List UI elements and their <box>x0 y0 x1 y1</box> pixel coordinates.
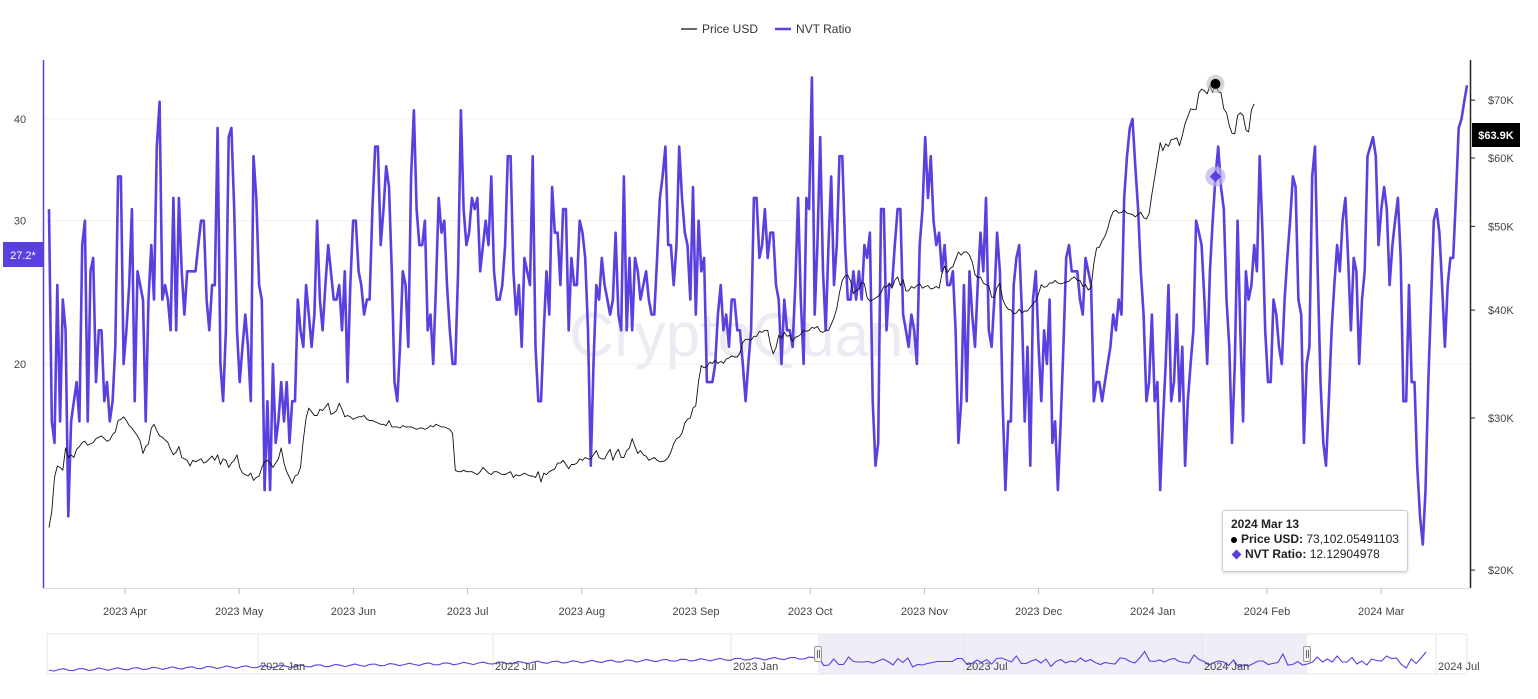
right-axis-current-marker-bg <box>1472 123 1520 147</box>
x-tick-label: 2023 Oct <box>788 606 833 618</box>
navigator-left-handle[interactable] <box>814 646 822 662</box>
tooltip-nvt-row: NVT Ratio: 12.12904978 <box>1231 547 1399 562</box>
left-tick-label: 40 <box>14 114 26 126</box>
nvt-highlight-point[interactable] <box>1209 170 1222 183</box>
left-axis-current-marker: 27.2* <box>10 250 36 262</box>
nvt-ratio-line <box>47 76 1469 546</box>
tooltip-date: 2024 Mar 13 <box>1231 517 1300 531</box>
x-tick-label: 2023 May <box>215 606 264 618</box>
x-tick-label: 2023 Apr <box>103 606 147 618</box>
x-axis-ticks: 2023 Apr 2023 May 2023 Jun 2023 Jul 2023 Aug… <box>103 588 1405 618</box>
legend-nvt-label[interactable]: NVT Ratio <box>796 22 851 36</box>
navigator-labels: 2022 Jan 2022 Jul 2023 Jan 2023 Jul 2024 Jan… <box>260 661 1480 673</box>
x-tick-label: 2024 Jan <box>1130 606 1175 618</box>
tooltip-nvt-label: NVT Ratio <box>1245 547 1303 561</box>
nvt-diamond-icon <box>1231 549 1242 560</box>
price-dot-icon <box>1231 536 1237 543</box>
right-tick-label: $30K <box>1488 413 1514 425</box>
right-tick-label: $50K <box>1488 221 1514 233</box>
navigator-label: 2022 Jan <box>260 661 305 673</box>
left-tick-label: 30 <box>14 216 26 228</box>
x-tick-label: 2024 Feb <box>1244 606 1290 618</box>
left-axis-current-marker-bg <box>3 242 43 267</box>
x-tick-label: 2023 Jun <box>331 606 376 618</box>
tooltip: 2024 Mar 13 Price USD: 73,102.05491103 N… <box>1222 510 1408 572</box>
x-tick-label: 2024 Mar <box>1358 606 1405 618</box>
left-tick-label: 20 <box>14 359 26 371</box>
navigator-label: 2023 Jul <box>966 661 1008 673</box>
x-tick-label: 2023 Jul <box>447 606 489 618</box>
navigator-label: 2024 Jul <box>1438 661 1480 673</box>
legend[interactable]: Price USD NVT Ratio <box>681 22 851 36</box>
navigator-label: 2023 Jan <box>733 661 778 673</box>
right-axis-current-marker: $63.9K <box>1478 130 1514 142</box>
tooltip-price-row: Price USD: 73,102.05491103 <box>1231 532 1399 547</box>
tooltip-price-value: 73,102.05491103 <box>1306 532 1399 546</box>
navigator-gridlines <box>257 634 1437 674</box>
navigator-selection[interactable] <box>818 634 1307 674</box>
right-tick-label: $60K <box>1488 153 1514 165</box>
legend-price-label[interactable]: Price USD <box>702 22 758 36</box>
right-tick-label: $70K <box>1488 95 1514 107</box>
x-tick-label: 2023 Dec <box>1015 606 1063 618</box>
x-tick-label: 2023 Nov <box>901 606 949 618</box>
x-tick-label: 2023 Sep <box>672 606 719 618</box>
price-usd-line <box>48 83 1255 528</box>
navigator[interactable]: 2022 Jan 2022 Jul 2023 Jan 2023 Jul 2024 Jan… <box>46 633 1480 675</box>
x-tick-label: 2023 Aug <box>559 606 606 618</box>
tooltip-nvt-value: 12.12904978 <box>1309 547 1380 561</box>
right-tick-label: $40K <box>1488 305 1514 317</box>
right-axis-ticks: $20K $30K $40K $50K $60K $70K <box>1470 95 1514 577</box>
price-highlight-point[interactable] <box>1210 78 1221 89</box>
navigator-label: 2022 Jul <box>495 661 537 673</box>
navigator-right-handle[interactable] <box>1303 646 1311 662</box>
navigator-series-line <box>48 650 1427 672</box>
navigator-label: 2024 Jan <box>1204 661 1249 673</box>
left-axis-ticks: 20 30 40 <box>14 114 26 371</box>
tooltip-price-label: Price USD <box>1241 532 1300 546</box>
right-tick-label: $20K <box>1488 565 1514 577</box>
